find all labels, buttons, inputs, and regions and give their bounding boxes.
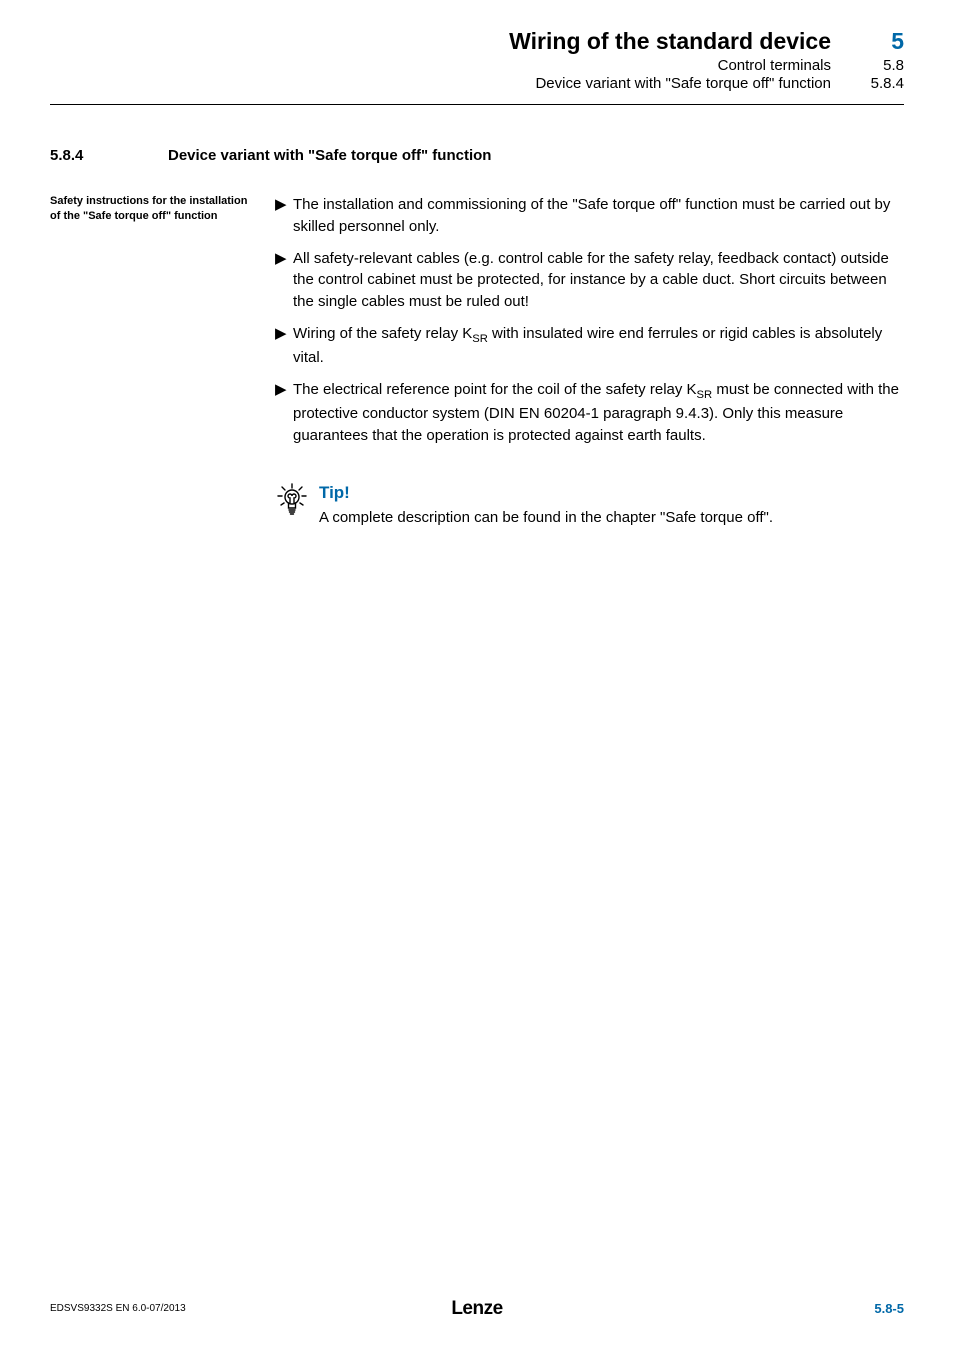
header-subtitle-2: Device variant with "Safe torque off" fu… [509,75,831,92]
bullet-marker: ▶ [275,323,293,369]
tip-block: Tip! A complete description can be found… [275,483,904,529]
header-title: Wiring of the standard device [509,28,831,55]
bullet-marker: ▶ [275,248,293,313]
header-numbers-block: 5 5.8 5.8.4 [849,28,904,92]
header-subtitle-1: Control terminals [509,57,831,74]
bullet-item: ▶ Wiring of the safety relay KSR with in… [275,323,904,369]
section-heading-number: 5.8.4 [50,147,168,164]
section-number: 5.8 [849,57,904,74]
tip-body: Tip! A complete description can be found… [319,483,904,529]
bullet-text: Wiring of the safety relay KSR with insu… [293,323,904,369]
section-heading: 5.8.4 Device variant with "Safe torque o… [50,147,904,164]
margin-label: Safety instructions for the installation… [50,194,275,457]
footer-page-number: 5.8-5 [874,1301,904,1316]
footer-doc-id: EDSVS9332S EN 6.0-07/2013 [50,1303,186,1314]
page-header: Wiring of the standard device Control te… [0,0,954,104]
bullet-text: All safety-relevant cables (e.g. control… [293,248,904,313]
tip-text: A complete description can be found in t… [319,507,904,529]
header-divider [50,104,904,105]
content-row: Safety instructions for the installation… [50,194,904,457]
subsection-number: 5.8.4 [849,75,904,92]
page-footer: EDSVS9332S EN 6.0-07/2013 Lenze 5.8-5 [50,1301,904,1316]
bullet-text: The installation and commissioning of th… [293,194,904,238]
tip-label: Tip! [319,483,904,503]
lightbulb-icon [275,483,319,517]
bullet-marker: ▶ [275,379,293,447]
bullet-marker: ▶ [275,194,293,238]
header-text-block: Wiring of the standard device Control te… [509,28,831,92]
footer-logo: Lenze [451,1298,502,1320]
section-heading-title: Device variant with "Safe torque off" fu… [168,147,491,164]
body-column: ▶ The installation and commissioning of … [275,194,904,457]
chapter-number: 5 [849,28,904,55]
bullet-text: The electrical reference point for the c… [293,379,904,447]
bullet-item: ▶ The installation and commissioning of … [275,194,904,238]
bullet-item: ▶ The electrical reference point for the… [275,379,904,447]
bullet-item: ▶ All safety-relevant cables (e.g. contr… [275,248,904,313]
